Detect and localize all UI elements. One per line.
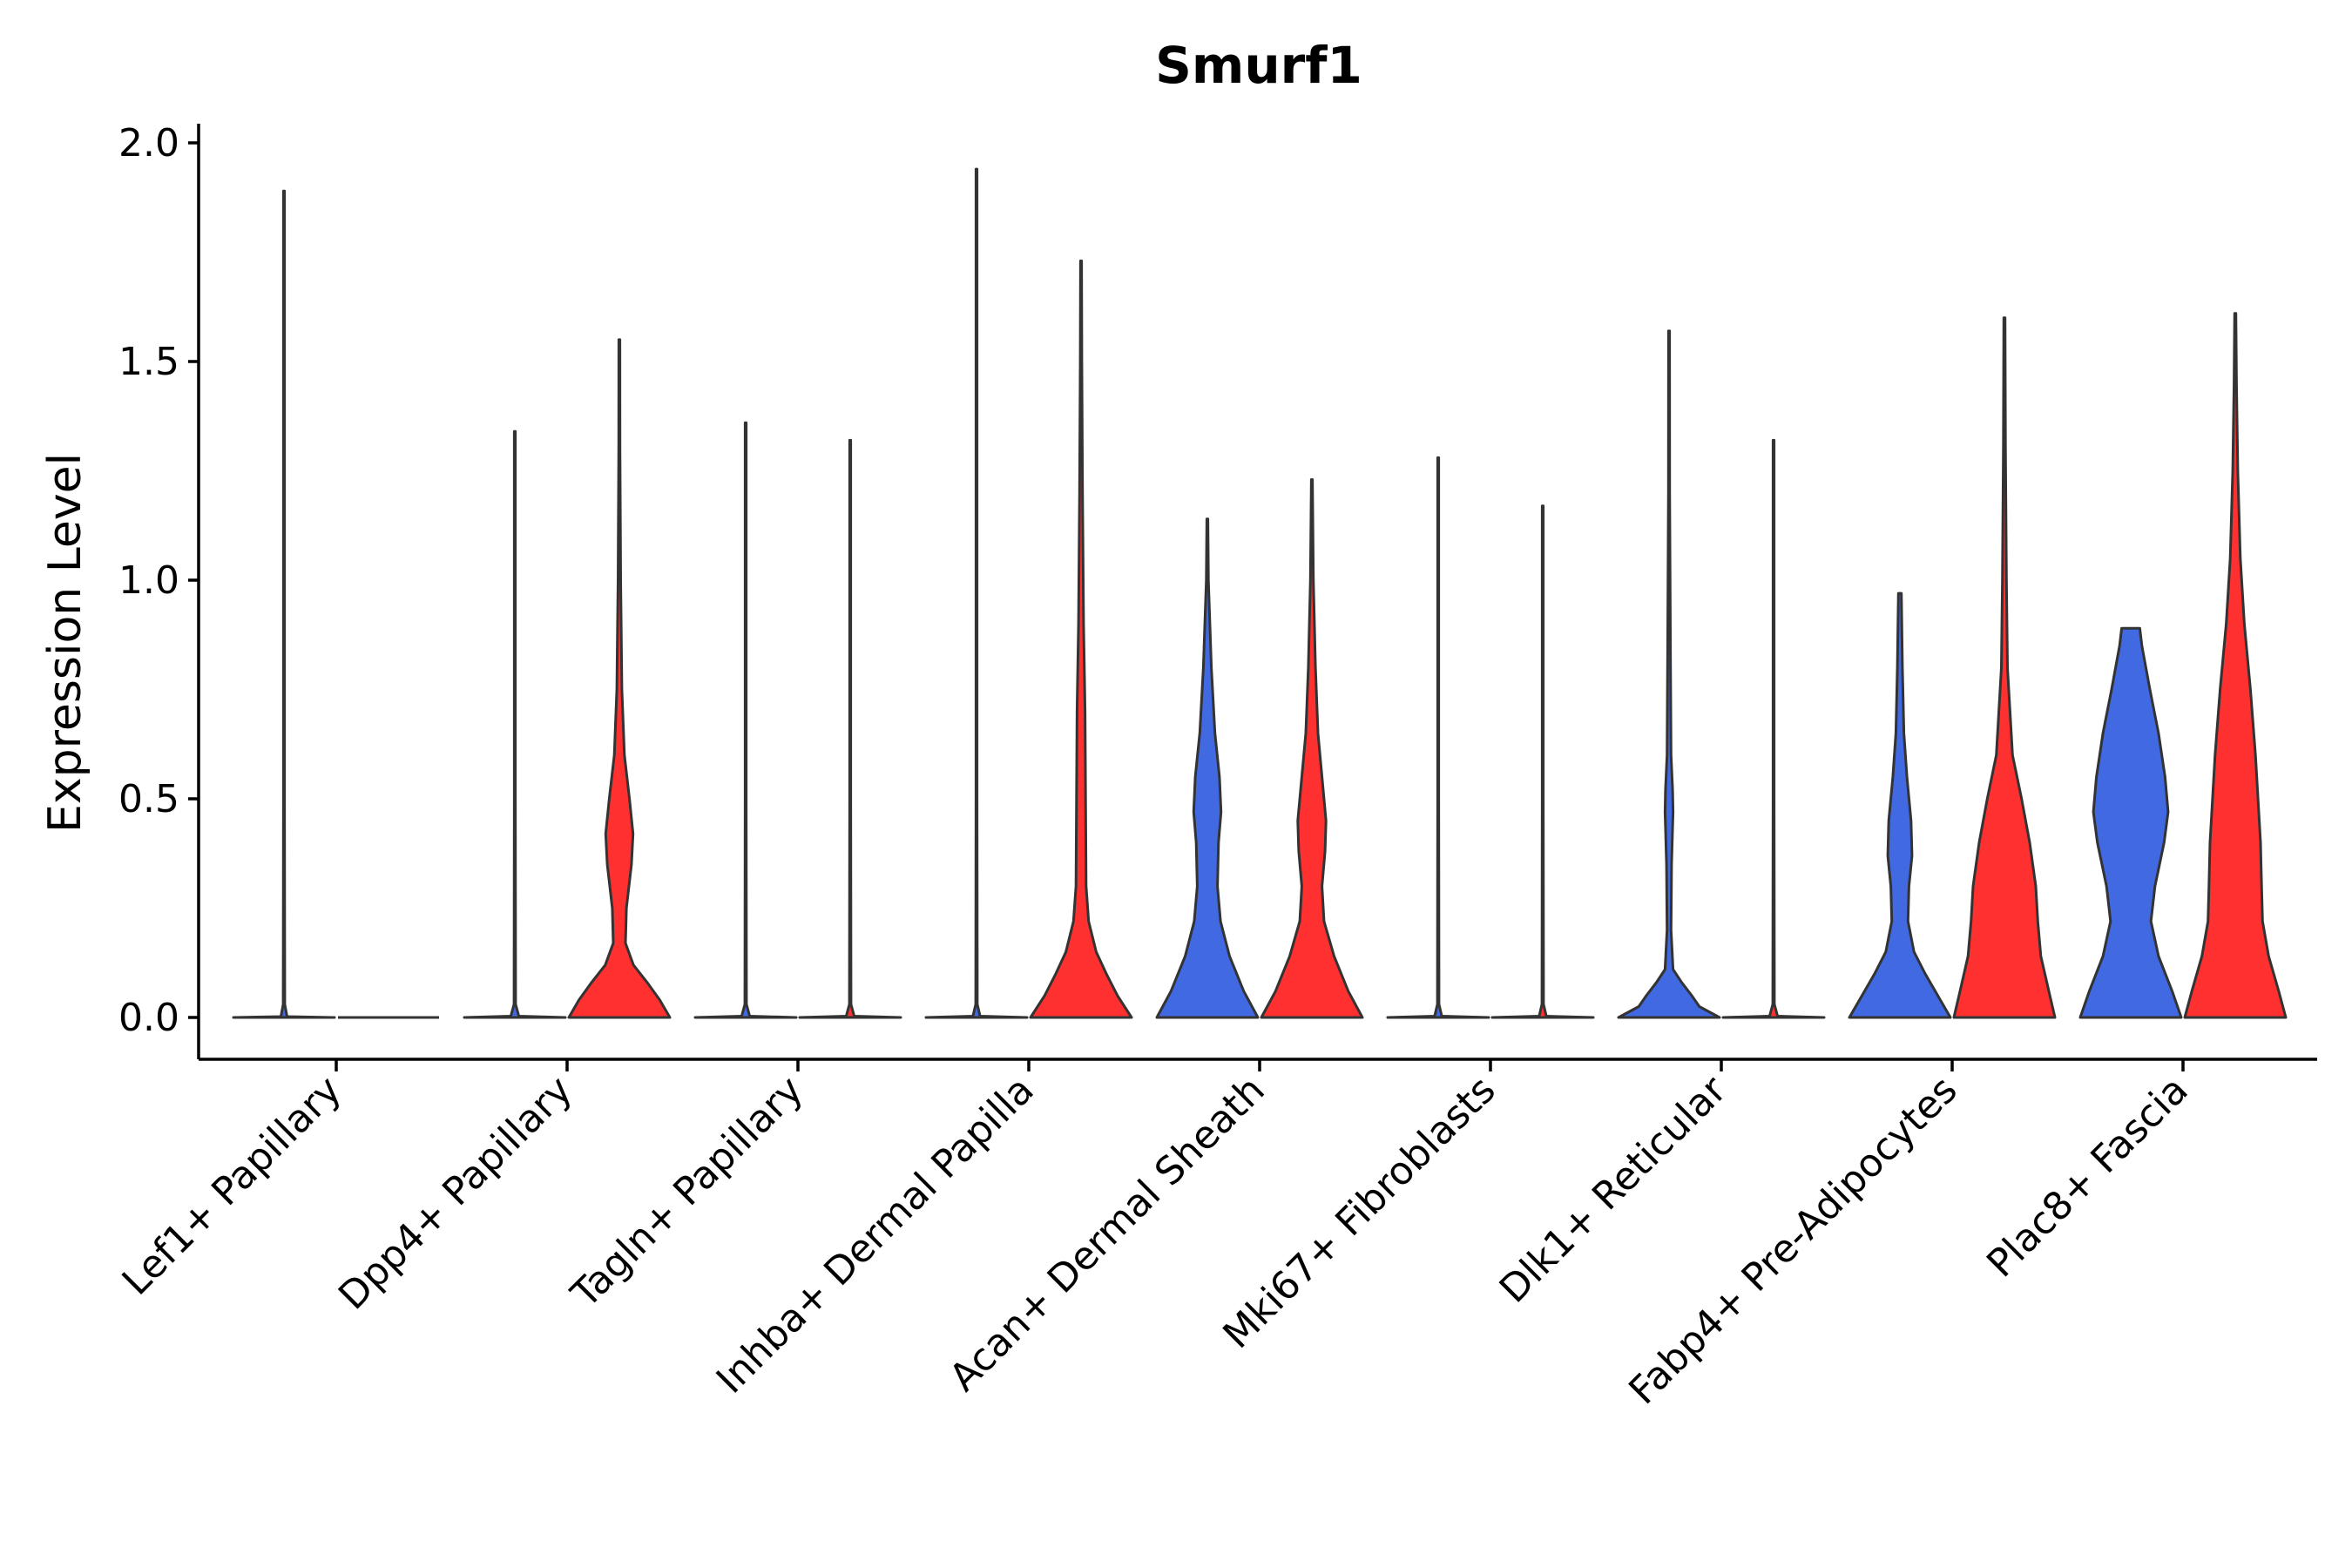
violin-a-tagln-papillary bbox=[693, 421, 798, 1019]
violin-a-dlk1-reticular bbox=[1617, 329, 1721, 1019]
violin-a-plac8-fascia bbox=[2078, 626, 2183, 1019]
violin-b-mki67-fibroblasts bbox=[1490, 504, 1595, 1019]
y-tick-label: 0.0 bbox=[118, 996, 179, 1040]
y-axis-label: Expression Level bbox=[39, 453, 91, 833]
violin-b-inhba-dermal-papilla bbox=[1029, 260, 1133, 1019]
violin-a-lef1-papillary bbox=[232, 189, 336, 1019]
x-tick-label: Dpp4+ Papillary bbox=[330, 1068, 581, 1319]
x-tick-label: Tagln+ Papillary bbox=[563, 1068, 812, 1317]
violin-b-dlk1-reticular bbox=[1721, 438, 1826, 1019]
y-tick-label: 2.0 bbox=[118, 121, 179, 166]
violins-layer bbox=[232, 167, 2288, 1019]
x-tick-label: Plac8+ Fascia bbox=[1978, 1068, 2197, 1287]
violin-a-mki67-fibroblasts bbox=[1386, 456, 1490, 1019]
violin-a-dpp4-papillary bbox=[463, 429, 567, 1019]
x-tick-label: Dlk1+ Reticular bbox=[1491, 1067, 1736, 1312]
violin-b-acan-dermal-sheath bbox=[1260, 478, 1364, 1019]
violin-a-inhba-dermal-papilla bbox=[924, 167, 1029, 1019]
violin-a-acan-dermal-sheath bbox=[1155, 517, 1260, 1019]
violin-a-fabp4-pre-adipocytes bbox=[1848, 591, 1952, 1019]
violin-b-dpp4-papillary bbox=[567, 338, 672, 1019]
x-tick-label: Lef1+ Papillary bbox=[114, 1068, 350, 1304]
y-tick-label: 0.5 bbox=[118, 777, 179, 821]
violin-b-plac8-fascia bbox=[2183, 312, 2288, 1019]
chart-title: Smurf1 bbox=[1155, 36, 1362, 95]
y-tick-label: 1.0 bbox=[118, 558, 179, 603]
violin-b-fabp4-pre-adipocytes bbox=[1952, 316, 2057, 1019]
violin-b-tagln-papillary bbox=[798, 438, 902, 1019]
y-tick-label: 1.5 bbox=[118, 340, 179, 384]
